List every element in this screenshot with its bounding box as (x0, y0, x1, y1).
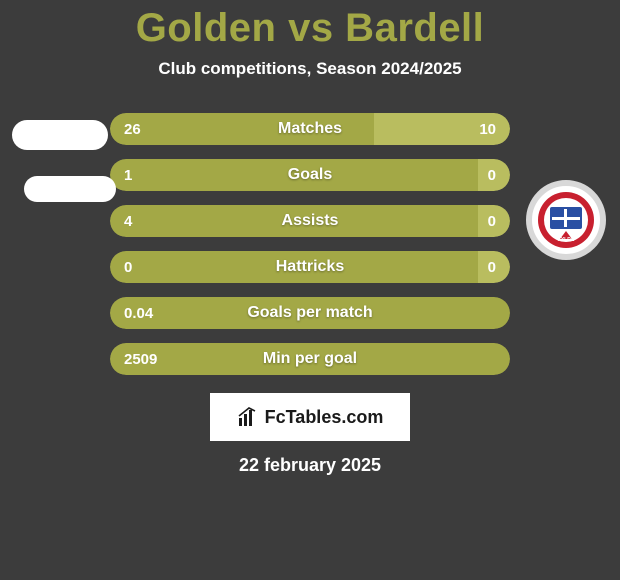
svg-text:FYLDE: FYLDE (558, 237, 575, 243)
stat-left-value: 2509 (124, 351, 157, 368)
stat-right-value: 0 (488, 259, 496, 276)
stat-row: 0.04Goals per match (110, 297, 510, 329)
comparison-bars: 2610Matches10Goals40Assists00Hattricks0.… (110, 113, 510, 375)
stat-right-value: 0 (488, 167, 496, 184)
stat-left-value: 0.04 (124, 305, 153, 322)
stat-left-segment: 0 (110, 251, 478, 283)
stat-left-segment: 0.04 (110, 297, 510, 329)
team-crest-right: AFC FYLDE (526, 180, 606, 260)
footer-label: FcTables.com (265, 407, 384, 428)
stat-left-value: 1 (124, 167, 132, 184)
stat-right-segment: 0 (478, 251, 510, 283)
stat-left-value: 4 (124, 213, 132, 230)
stat-left-segment: 1 (110, 159, 478, 191)
date-line: 22 february 2025 (0, 455, 620, 476)
stat-right-value: 10 (479, 121, 496, 138)
stat-left-segment: 2509 (110, 343, 510, 375)
stat-right-segment: 10 (374, 113, 510, 145)
fctables-logo-icon (237, 406, 259, 428)
stat-left-segment: 4 (110, 205, 478, 237)
page-title: Golden vs Bardell (0, 0, 620, 51)
afc-fylde-crest-icon: AFC FYLDE (537, 191, 595, 249)
stat-right-value: 0 (488, 213, 496, 230)
stat-row: 00Hattricks (110, 251, 510, 283)
footer-banner: FcTables.com (210, 393, 410, 441)
stat-row: 2509Min per goal (110, 343, 510, 375)
stat-row: 2610Matches (110, 113, 510, 145)
stat-left-value: 26 (124, 121, 141, 138)
svg-text:AFC: AFC (560, 200, 573, 206)
stat-right-segment: 0 (478, 159, 510, 191)
page-subtitle: Club competitions, Season 2024/2025 (0, 59, 620, 79)
stat-right-segment: 0 (478, 205, 510, 237)
stat-left-segment: 26 (110, 113, 374, 145)
team-badge-left (24, 176, 116, 202)
stat-left-value: 0 (124, 259, 132, 276)
stat-row: 40Assists (110, 205, 510, 237)
stat-row: 10Goals (110, 159, 510, 191)
team-badge-left (12, 120, 108, 150)
